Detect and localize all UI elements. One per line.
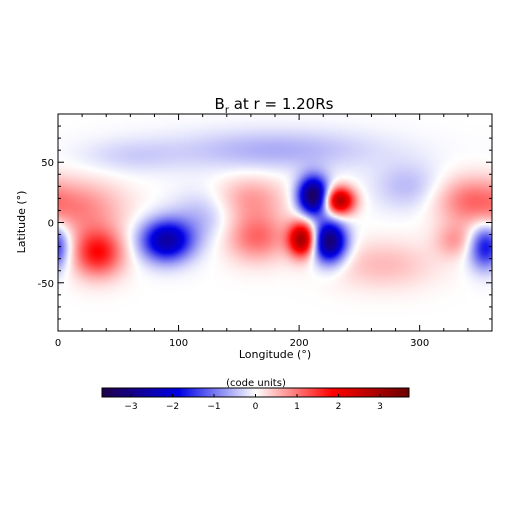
colorbar-tick-label: 1 [294, 402, 300, 412]
colorbar: −3 −2 −1 0 1 2 3 [101, 387, 410, 412]
chart-title: Br at r = 1.20Rs [215, 95, 334, 116]
x-tick-label: 0 [55, 338, 61, 349]
colorbar-ticks: −3 −2 −1 0 1 2 3 [124, 394, 383, 412]
colorbar-gradient [102, 388, 409, 397]
magnetic-field-heatmap [58, 114, 492, 331]
colorbar-tick-label: 2 [336, 402, 342, 412]
colorbar-tick-label: 0 [253, 402, 259, 412]
colorbar-tick-label: −2 [166, 402, 179, 412]
colorbar-tick-label: −3 [124, 402, 137, 412]
map-area: 0 100 200 300 -50 0 50 [38, 113, 493, 349]
y-axis: -50 0 50 [38, 113, 492, 332]
y-tick-label: -50 [38, 279, 54, 290]
colorbar-tick-label: −1 [207, 402, 220, 412]
x-axis: 0 100 200 300 [55, 114, 493, 349]
y-tick-label: 0 [48, 219, 54, 230]
x-tick-label: 100 [169, 338, 188, 349]
y-axis-label: Latitude (°) [15, 191, 28, 254]
x-tick-label: 200 [290, 338, 309, 349]
x-axis-label: Longitude (°) [239, 348, 311, 361]
colorbar-tick-label: 3 [377, 402, 383, 412]
x-tick-label: 300 [410, 338, 429, 349]
y-tick-label: 50 [41, 158, 54, 169]
colorbar-label: (code units) [226, 378, 286, 389]
